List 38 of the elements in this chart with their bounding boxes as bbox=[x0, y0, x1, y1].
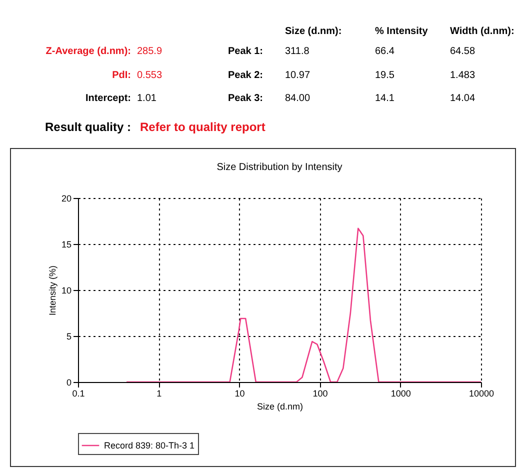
x-tick-label: 10000 bbox=[468, 388, 494, 398]
x-axis-title: Size (d.nm) bbox=[256, 402, 304, 412]
text: Intercept: bbox=[85, 93, 131, 104]
text: Z-Average (d.nm): bbox=[46, 46, 131, 57]
text: 66.4 bbox=[375, 46, 394, 57]
text: 14.1 bbox=[375, 93, 394, 104]
text: 10.97 bbox=[285, 70, 310, 81]
text: Peak 2: bbox=[228, 70, 263, 81]
text: PdI: bbox=[112, 70, 131, 81]
text: 1.01 bbox=[137, 93, 156, 104]
text: 285.9 bbox=[137, 46, 162, 57]
text: 14.04 bbox=[450, 93, 476, 104]
x-tick-label: 100 bbox=[312, 388, 328, 398]
chart-title: Size Distribution by Intensity bbox=[216, 162, 342, 173]
text: Peak 1: bbox=[228, 46, 263, 57]
text: % Intensity bbox=[375, 26, 428, 37]
text: Width (d.nm): bbox=[450, 26, 514, 37]
y-tick-label: 0 bbox=[66, 378, 72, 388]
legend-label: Record 839: 80-Th-3 1 bbox=[104, 440, 195, 450]
y-tick-label: 20 bbox=[61, 194, 72, 204]
x-tick-label: 10 bbox=[234, 388, 245, 398]
text: 64.58 bbox=[450, 46, 476, 57]
text: Refer to quality report bbox=[140, 120, 266, 134]
text: Size (d.nm): bbox=[285, 26, 342, 37]
x-tick-label: 1000 bbox=[390, 388, 411, 398]
text: 19.5 bbox=[375, 70, 394, 81]
text: 0.553 bbox=[137, 70, 162, 81]
x-tick-label: 0.1 bbox=[72, 388, 85, 398]
y-tick-label: 15 bbox=[61, 240, 72, 250]
text: 1.483 bbox=[450, 70, 476, 81]
text: Peak 3: bbox=[228, 93, 263, 104]
y-tick-label: 5 bbox=[66, 332, 72, 342]
y-tick-label: 10 bbox=[61, 286, 72, 296]
text: 84.00 bbox=[285, 93, 310, 104]
text: 311.8 bbox=[285, 46, 310, 57]
y-axis-title: Intensity (%) bbox=[47, 265, 58, 316]
text: Result quality : bbox=[44, 120, 131, 134]
x-tick-label: 1 bbox=[156, 388, 162, 398]
